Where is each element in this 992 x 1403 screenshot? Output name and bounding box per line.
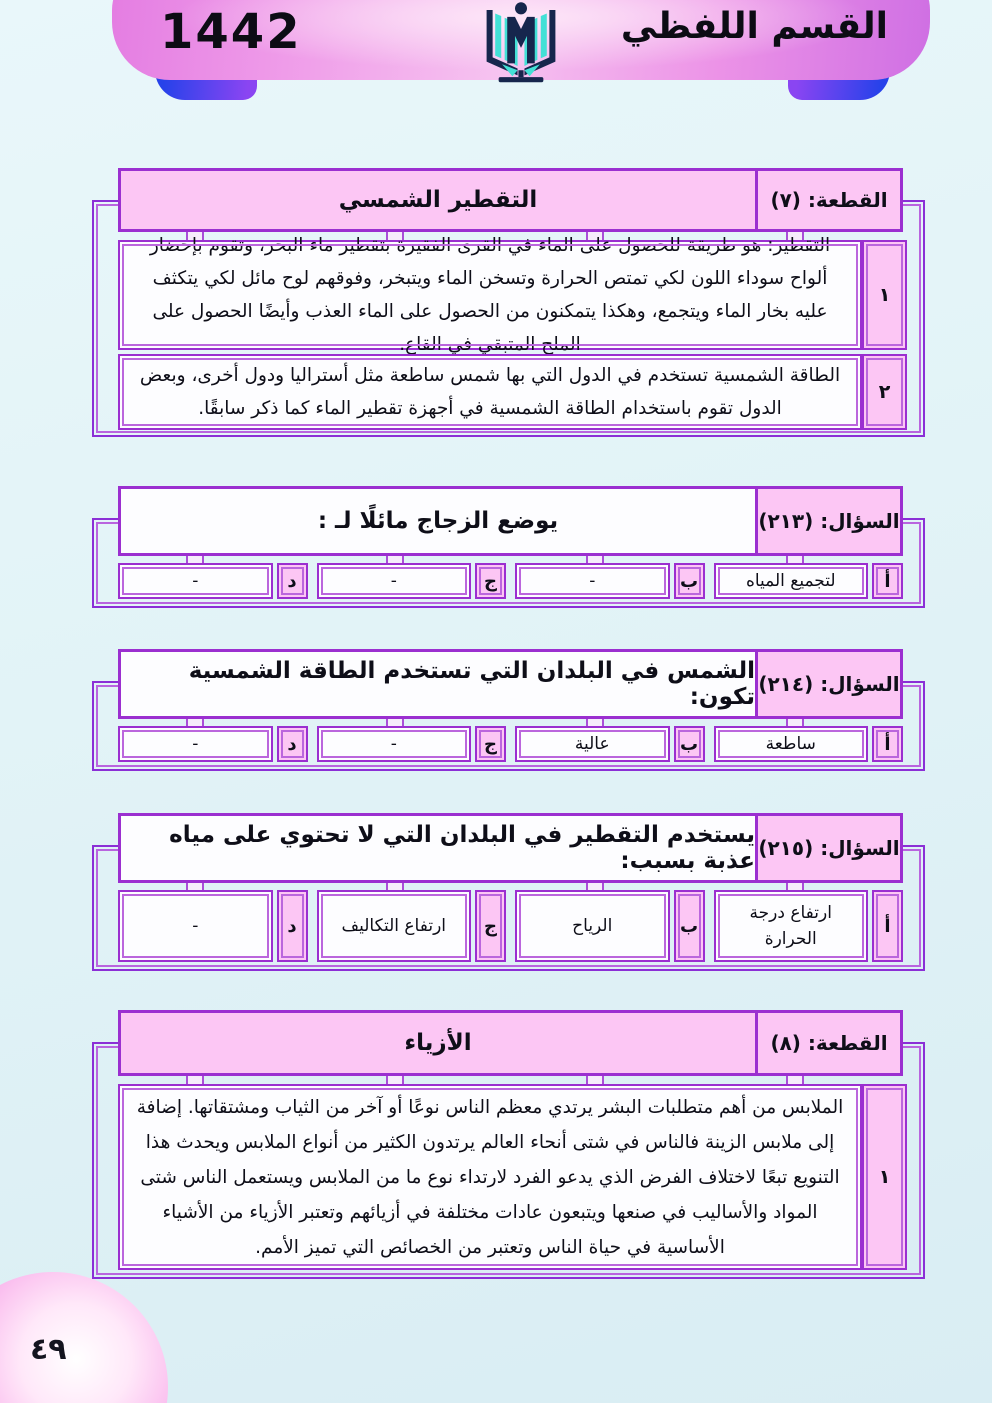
connector-tab — [386, 232, 404, 240]
option-letter: أ — [872, 563, 903, 599]
option-text: - — [118, 890, 273, 962]
connector-tab — [186, 1076, 204, 1084]
option-text: عالية — [515, 726, 670, 762]
connector-tab — [386, 719, 404, 726]
option-letter: ب — [673, 563, 705, 599]
options-row: أ ارتفاع درجة الحرارة ب الرياح ج ارتفاع … — [118, 890, 903, 962]
option-text: - — [118, 726, 273, 762]
option-letter: د — [276, 726, 308, 762]
connector-tab — [786, 1076, 804, 1084]
section-title: القسم اللفظي — [620, 6, 888, 47]
option-a[interactable]: أ ارتفاع درجة الحرارة — [713, 890, 903, 962]
paragraph-number: ١ — [862, 240, 907, 350]
option-letter: ج — [475, 890, 506, 962]
option-text: ساطعة — [713, 726, 868, 762]
open-book-m-icon — [486, 2, 556, 83]
option-c[interactable]: ج - — [316, 726, 506, 762]
option-letter: أ — [872, 890, 903, 962]
option-d[interactable]: د - — [118, 563, 308, 599]
option-letter: ج — [475, 726, 506, 762]
question-text: يوضع الزجاج مائلًا لـ : — [317, 508, 559, 534]
connector-tab — [386, 883, 404, 890]
question-text: الشمس في البلدان التي تستخدم الطاقة الشم… — [188, 658, 755, 710]
year-label: 1442 — [160, 4, 302, 60]
passage-label: القطعة: (٨) — [755, 1013, 900, 1073]
question-215-header: السؤال: (٢١٥) يستخدم التقطير في البلدان … — [118, 813, 903, 883]
paragraph-box: الطاقة الشمسية تستخدم في الدول التي بها … — [118, 354, 862, 430]
option-text: لتجميع المياه — [713, 563, 868, 599]
option-text: ارتفاع التكاليف — [316, 890, 471, 962]
option-text: - — [515, 563, 670, 599]
option-letter: ب — [673, 890, 705, 962]
option-text: - — [316, 563, 471, 599]
option-letter: د — [276, 890, 308, 962]
question-214-header: السؤال: (٢١٤) الشمس في البلدان التي تستخ… — [118, 649, 903, 719]
passage-8-header: القطعة: (٨) الأزياء — [118, 1010, 903, 1076]
option-d[interactable]: د - — [118, 890, 308, 962]
option-c[interactable]: ج - — [316, 563, 506, 599]
paragraph-box: الملابس من أهم متطلبات البشر يرتدي معظم … — [118, 1084, 862, 1270]
connector-tab — [786, 719, 804, 726]
passage-label: القطعة: (٧) — [755, 171, 900, 229]
option-letter: ج — [475, 563, 506, 599]
connector-tab — [586, 556, 604, 563]
paragraph-number: ١ — [862, 1084, 907, 1270]
connector-tab — [586, 719, 604, 726]
option-b[interactable]: ب الرياح — [515, 890, 705, 962]
question-label: السؤال: (٢١٤) — [755, 652, 900, 716]
connector-tab — [386, 556, 404, 563]
option-text: ارتفاع درجة الحرارة — [713, 890, 868, 962]
option-a[interactable]: أ لتجميع المياه — [713, 563, 903, 599]
connector-tab — [386, 1076, 404, 1084]
options-row: أ لتجميع المياه ب - ج - د - — [118, 563, 903, 599]
passage-title: الأزياء — [121, 1013, 755, 1073]
paragraph-text: الملابس من أهم متطلبات البشر يرتدي معظم … — [136, 1096, 844, 1258]
connector-tab — [786, 883, 804, 890]
paragraph-text: التقطير: هو طريقة للحصول على الماء في ال… — [149, 235, 831, 355]
option-letter: د — [276, 563, 308, 599]
options-row: أ ساطعة ب عالية ج - د - — [118, 726, 903, 762]
option-letter: ب — [673, 726, 705, 762]
option-text: - — [118, 563, 273, 599]
question-213-header: السؤال: (٢١٣) يوضع الزجاج مائلًا لـ : — [118, 486, 903, 556]
connector-tab — [186, 556, 204, 563]
question-text: يستخدم التقطير في البلدان التي لا تحتوي … — [169, 822, 755, 874]
passage-7-header: القطعة: (٧) التقطير الشمسي — [118, 168, 903, 232]
page-number: ٤٩ — [30, 1332, 67, 1367]
paragraph-text: الطاقة الشمسية تستخدم في الدول التي بها … — [139, 365, 841, 419]
option-a[interactable]: أ ساطعة — [713, 726, 903, 762]
publisher-logo — [469, 0, 573, 88]
connector-tab — [786, 232, 804, 240]
decorative-ball — [0, 1272, 168, 1403]
option-d[interactable]: د - — [118, 726, 308, 762]
connector-tab — [186, 232, 204, 240]
header-banner: 1442 القسم ا — [112, 0, 930, 83]
connector-tab — [186, 719, 204, 726]
option-text: - — [316, 726, 471, 762]
option-text: الرياح — [515, 890, 670, 962]
option-letter: أ — [872, 726, 903, 762]
connector-tab — [186, 883, 204, 890]
question-label: السؤال: (٢١٥) — [755, 816, 900, 880]
connector-tab — [786, 556, 804, 563]
connector-tab — [586, 883, 604, 890]
paragraph-number: ٢ — [862, 354, 907, 430]
option-c[interactable]: ج ارتفاع التكاليف — [316, 890, 506, 962]
question-label: السؤال: (٢١٣) — [755, 489, 900, 553]
connector-tab — [586, 232, 604, 240]
paragraph-box: التقطير: هو طريقة للحصول على الماء في ال… — [118, 235, 862, 355]
connector-tab — [586, 1076, 604, 1084]
passage-title: التقطير الشمسي — [121, 171, 755, 229]
option-b[interactable]: ب عالية — [515, 726, 705, 762]
option-b[interactable]: ب - — [515, 563, 705, 599]
